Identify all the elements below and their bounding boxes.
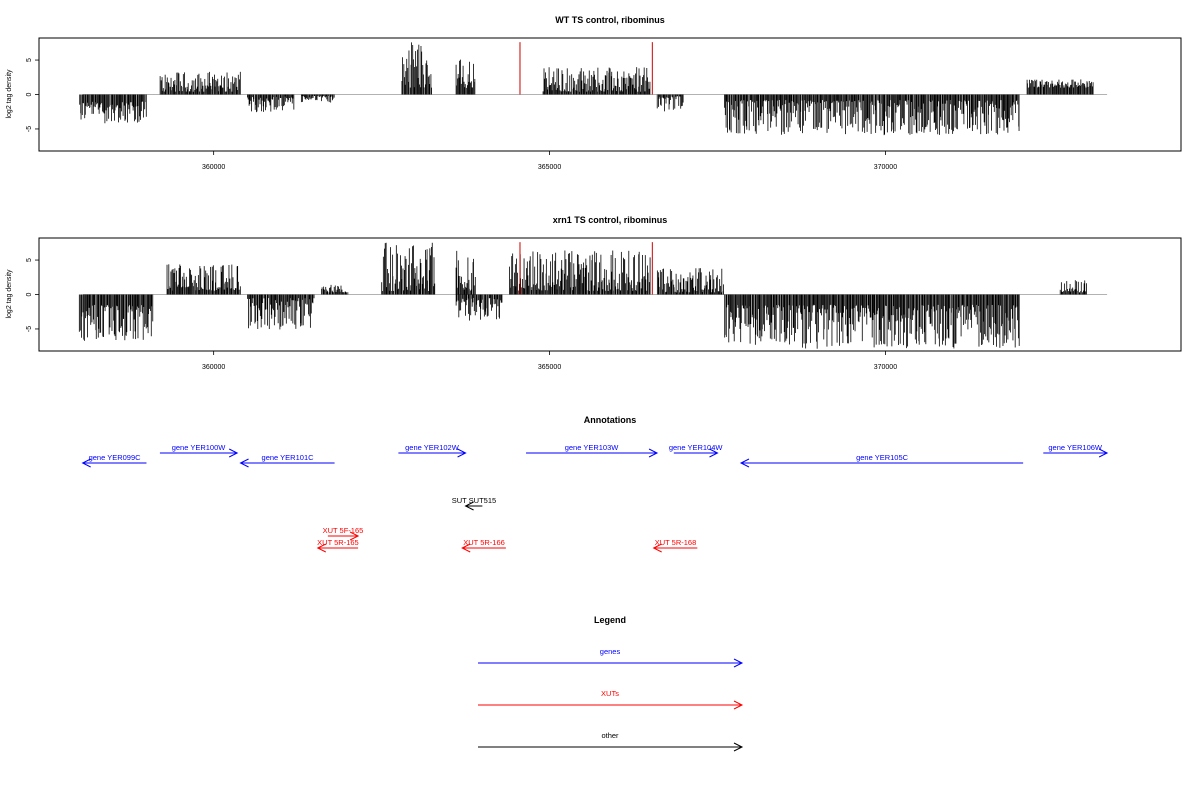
feature-8: SUT SUT515 xyxy=(452,496,496,511)
legend-label: XUTs xyxy=(601,689,619,698)
y-tick-label: 5 xyxy=(26,258,33,262)
feature-arrowhead xyxy=(349,531,360,541)
feature-label: gene YER104W xyxy=(669,443,724,452)
x-tick-label: 360000 xyxy=(202,164,225,171)
feature-label: gene YER103W xyxy=(565,443,620,452)
feature-arrowhead xyxy=(239,458,249,468)
feature-label: XUT 5R-165 xyxy=(317,538,359,547)
feature-label: XUT 5R-168 xyxy=(655,538,697,547)
legend-item-other: other xyxy=(478,731,744,752)
legend-item-gene: genes xyxy=(478,647,744,668)
feature-label: gene YER101C xyxy=(262,453,315,462)
feature-label: gene YER106W xyxy=(1048,443,1103,452)
y-tick-label: -5 xyxy=(26,126,33,132)
legend-arrowhead xyxy=(733,658,744,668)
xrn1-coverage-panel: xrn1 TS control, ribominus log2 tag dens… xyxy=(6,215,1182,371)
feature-label: gene YER100W xyxy=(172,443,227,452)
feature-3: gene YER102W xyxy=(398,443,467,458)
feature-label: SUT SUT515 xyxy=(452,496,496,505)
feature-arrowhead xyxy=(1098,448,1109,458)
feature-12: XUT 5R-168 xyxy=(652,538,698,553)
feature-1: gene YER100W xyxy=(159,443,239,458)
feature-7: gene YER106W xyxy=(1043,443,1109,458)
feature-arrowhead xyxy=(461,543,471,553)
y-tick-label: -5 xyxy=(26,326,33,332)
feature-arrowhead xyxy=(464,501,474,511)
feature-arrowhead xyxy=(739,458,750,468)
x-tick-label: 370000 xyxy=(874,164,897,171)
feature-10: XUT 5R-165 xyxy=(316,538,359,553)
feature-label: gene YER099C xyxy=(89,453,142,462)
legend-label: other xyxy=(601,731,619,740)
coverage-bars xyxy=(78,242,1108,349)
feature-arrowhead xyxy=(709,448,719,458)
feature-11: XUT 5R-166 xyxy=(461,538,506,553)
y-tick-label: 0 xyxy=(26,292,33,296)
legend: Legend genes XUTs other xyxy=(478,615,744,752)
y-axis-label: log2 tag density xyxy=(6,269,13,319)
x-tick-label: 360000 xyxy=(202,364,225,371)
y-tick-label: 5 xyxy=(26,58,33,62)
wt-coverage-panel: WT TS control, ribominus log2 tag densit… xyxy=(6,15,1182,171)
feature-arrowhead xyxy=(228,448,239,458)
coverage-bars xyxy=(79,42,1108,136)
feature-label: XUT 5R-166 xyxy=(463,538,505,547)
feature-arrows: gene YER099C gene YER100W gene YER101C gene… xyxy=(81,443,1109,553)
feature-label: gene YER105C xyxy=(856,453,909,462)
feature-2: gene YER101C xyxy=(239,453,335,468)
y-axis-label: log2 tag density xyxy=(6,69,13,119)
feature-4: gene YER103W xyxy=(526,443,659,458)
axes: -5 0 5 360000 365000 370000 xyxy=(26,58,897,171)
feature-arrowhead xyxy=(81,458,91,468)
x-tick-label: 365000 xyxy=(538,164,561,171)
feature-6: gene YER105C xyxy=(739,453,1024,468)
legend-label: genes xyxy=(600,647,621,656)
legend-arrowhead xyxy=(733,700,744,710)
feature-0: gene YER099C xyxy=(81,453,147,468)
legend-item-xut: XUTs xyxy=(478,689,744,710)
panel-title: WT TS control, ribominus xyxy=(555,15,665,25)
feature-arrowhead xyxy=(652,543,662,553)
legend-title: Legend xyxy=(594,615,626,625)
feature-9: XUT 5F-165 xyxy=(323,526,364,541)
feature-arrowhead xyxy=(316,543,327,553)
legend-arrowhead xyxy=(733,742,744,752)
panel-title: xrn1 TS control, ribominus xyxy=(553,215,668,225)
feature-label: gene YER102W xyxy=(405,443,460,452)
x-tick-label: 370000 xyxy=(874,364,897,371)
legend-items: genes XUTs other xyxy=(478,647,744,752)
feature-5: gene YER104W xyxy=(669,443,724,458)
y-tick-label: 0 xyxy=(26,92,33,96)
feature-arrowhead xyxy=(457,448,467,458)
axes: -5 0 5 360000 365000 370000 xyxy=(26,258,897,371)
feature-label: XUT 5F-165 xyxy=(323,526,364,535)
x-tick-label: 365000 xyxy=(538,364,561,371)
annotations-title: Annotations xyxy=(584,415,637,425)
feature-arrowhead xyxy=(648,448,659,458)
